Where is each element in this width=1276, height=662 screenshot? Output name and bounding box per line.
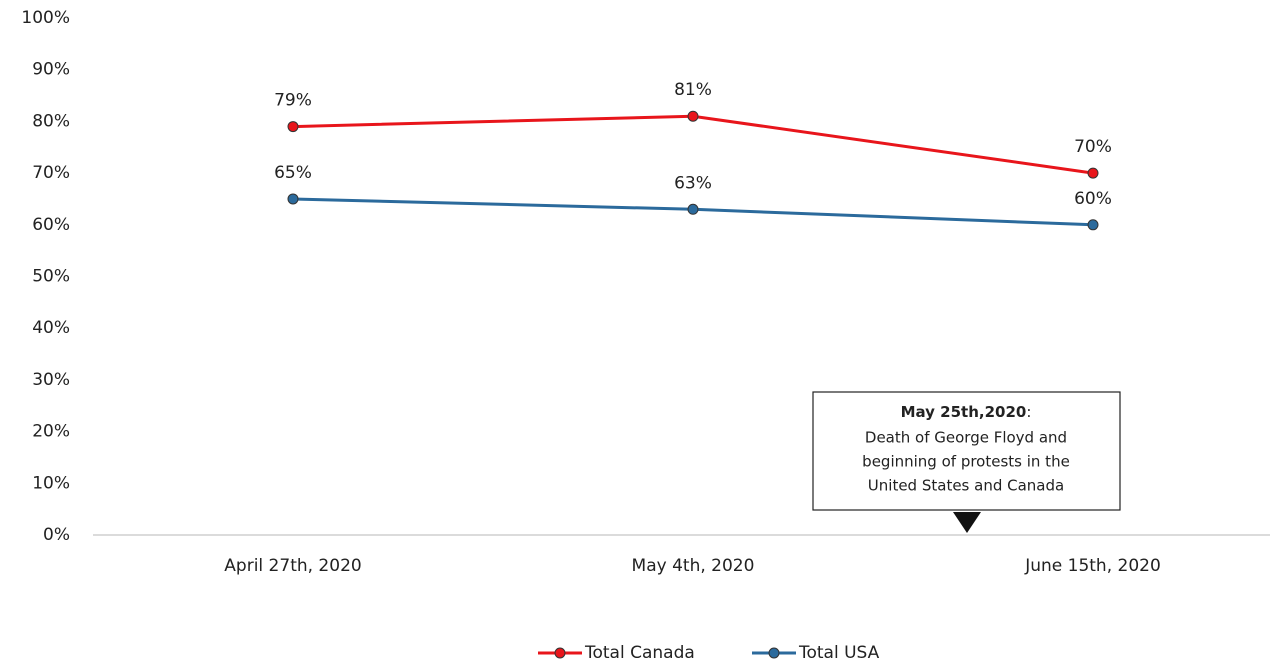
- y-tick-label: 0%: [43, 525, 70, 545]
- data-point: [687, 203, 699, 215]
- y-tick-label: 100%: [21, 8, 70, 28]
- data-label: 70%: [1074, 137, 1112, 157]
- y-tick-label: 60%: [32, 215, 70, 235]
- legend-label: Total USA: [798, 643, 880, 662]
- x-tick-label: June 15th, 2020: [1024, 556, 1161, 576]
- annotation-line: Death of George Floyd and: [865, 429, 1067, 447]
- legend-marker: [554, 647, 566, 659]
- annotation-line: United States and Canada: [868, 477, 1064, 495]
- y-tick-label: 80%: [32, 111, 70, 131]
- data-point: [687, 110, 699, 122]
- data-point: [1087, 167, 1099, 179]
- y-tick-label: 40%: [32, 318, 70, 338]
- data-point: [287, 121, 299, 133]
- series-line: [292, 114, 1094, 175]
- annotation-heading-text: May 25th,2020: [901, 403, 1027, 421]
- annotation-heading-end: :: [1026, 403, 1031, 421]
- y-tick-label: 70%: [32, 163, 70, 183]
- legend-marker: [768, 647, 780, 659]
- y-tick-label: 30%: [32, 370, 70, 390]
- annotation-box: [812, 391, 1121, 511]
- data-label: 60%: [1074, 189, 1112, 209]
- y-tick-label: 20%: [32, 422, 70, 442]
- data-label: 65%: [274, 163, 312, 183]
- data-point: [1087, 219, 1099, 231]
- x-tick-label: April 27th, 2020: [224, 556, 361, 576]
- data-label: 63%: [674, 173, 712, 193]
- annotation-line: beginning of protests in the: [862, 453, 1070, 471]
- annotation-heading: May 25th,2020:: [901, 403, 1032, 421]
- y-tick-label: 50%: [32, 267, 70, 287]
- x-tick-label: May 4th, 2020: [632, 556, 755, 576]
- y-tick-label: 10%: [32, 473, 70, 493]
- data-point: [287, 193, 299, 205]
- data-label: 79%: [274, 91, 312, 111]
- annotation-pointer: [953, 512, 981, 533]
- data-label: 81%: [674, 80, 712, 100]
- legend-label: Total Canada: [584, 643, 695, 662]
- y-tick-label: 90%: [32, 60, 70, 80]
